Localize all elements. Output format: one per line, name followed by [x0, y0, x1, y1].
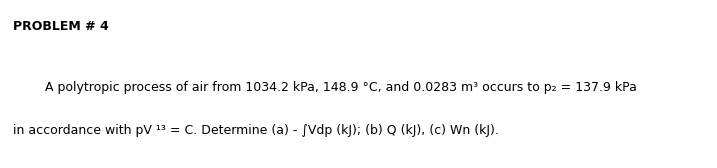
Text: PROBLEM # 4: PROBLEM # 4 [13, 20, 109, 33]
Text: A polytropic process of air from 1034.2 kPa, 148.9 °C, and 0.0283 m³ occurs to p: A polytropic process of air from 1034.2 … [13, 81, 637, 94]
Text: in accordance with pV ¹³ = C. Determine (a) - ∫Vdp (kJ); (b) Q (kJ), (c) Wn (kJ): in accordance with pV ¹³ = C. Determine … [13, 124, 499, 137]
